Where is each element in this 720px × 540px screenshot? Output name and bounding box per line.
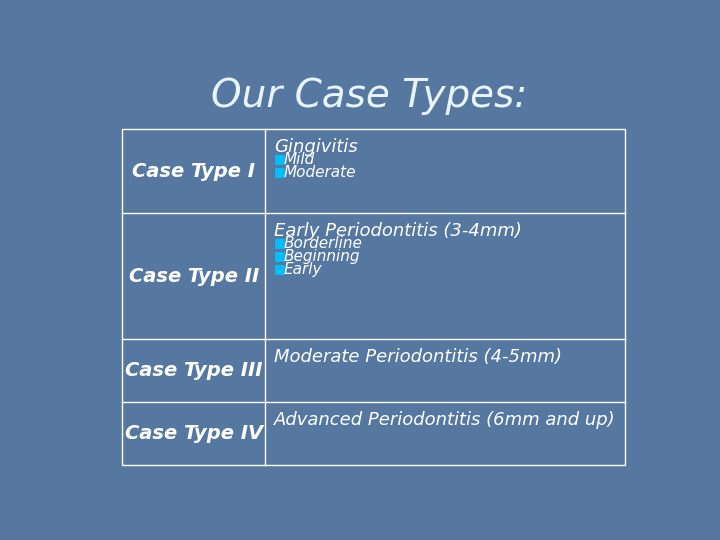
Text: Beginning: Beginning [284,249,361,264]
Text: Moderate: Moderate [284,165,356,180]
Text: Case Type IV: Case Type IV [125,424,263,443]
Text: Early Periodontitis (3-4mm): Early Periodontitis (3-4mm) [274,222,522,240]
Text: Case Type I: Case Type I [132,161,256,181]
Text: ■: ■ [274,152,286,165]
Text: Advanced Periodontitis (6mm and up): Advanced Periodontitis (6mm and up) [274,411,616,429]
Text: Case Type II: Case Type II [129,267,259,286]
Bar [122,129,624,465]
Text: Moderate Periodontitis (4-5mm): Moderate Periodontitis (4-5mm) [274,348,562,366]
Text: Borderline: Borderline [284,235,363,251]
Text: ■: ■ [274,165,286,178]
Text: Our Case Types:: Our Case Types: [211,77,527,115]
Text: Early: Early [284,262,323,277]
Text: ■: ■ [274,262,286,275]
Text: ■: ■ [274,235,286,248]
Text: Mild: Mild [284,152,315,167]
Text: Case Type III: Case Type III [125,361,263,380]
Text: ■: ■ [274,249,286,262]
Text: Gingivitis: Gingivitis [274,138,358,157]
